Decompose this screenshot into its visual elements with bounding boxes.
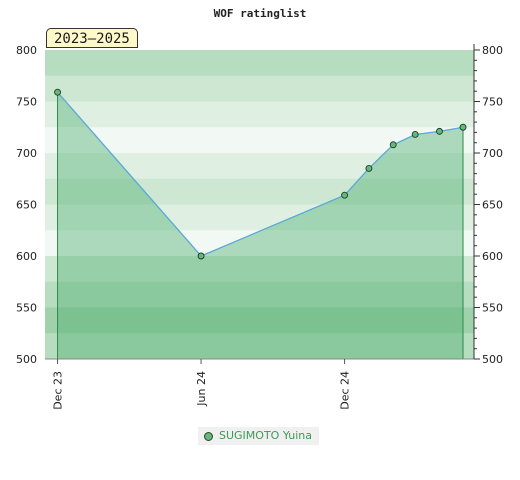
data-point <box>54 88 61 96</box>
x-tick-label: Dec 24 <box>339 371 352 410</box>
background-band <box>45 178 474 205</box>
y-tick-label-right: 600 <box>482 250 503 263</box>
background-band <box>45 307 474 334</box>
background-band <box>45 333 474 360</box>
series-area <box>57 91 464 359</box>
background-band <box>45 204 474 231</box>
background-band <box>45 256 474 283</box>
y-tick-label-right: 550 <box>482 302 503 315</box>
data-point <box>365 164 373 172</box>
background-band <box>45 230 474 257</box>
data-point <box>411 131 419 138</box>
chart-title: WOF ratinglist <box>214 7 307 20</box>
axes: 500 500 550 550 600 600 650 650 700 700 750 750 800 8… <box>16 44 503 410</box>
background-band <box>45 153 474 180</box>
series-markers <box>54 88 467 260</box>
y-tick-label-left: 600 <box>16 250 37 263</box>
background-band <box>45 50 474 77</box>
series-area-fill <box>57 92 464 359</box>
legend-marker-icon <box>204 431 213 441</box>
x-tick-label: Jun 24 <box>195 371 208 407</box>
y-tick-label-left: 750 <box>16 96 37 109</box>
y-tick-label-right: 500 <box>482 353 503 366</box>
series-line <box>57 91 464 257</box>
legend[interactable]: SUGIMOTO Yuina <box>198 427 320 445</box>
y-tick-label-left: 800 <box>16 44 37 57</box>
y-tick-label-left: 550 <box>16 302 37 315</box>
x-tick-label: Dec 23 <box>52 371 65 410</box>
legend-label: SUGIMOTO Yuina <box>219 429 313 442</box>
data-point <box>436 127 443 135</box>
period-badge: 2023–2025 <box>46 28 138 48</box>
y-tick-label-right: 700 <box>482 147 503 160</box>
y-tick-label-right: 750 <box>482 96 503 109</box>
background-band <box>45 101 474 128</box>
data-point <box>341 191 349 199</box>
data-point <box>389 141 397 149</box>
y-tick-label-left: 500 <box>16 353 37 366</box>
y-tick-label-right: 800 <box>482 44 503 57</box>
background-band <box>45 281 474 308</box>
data-point <box>197 252 205 260</box>
data-point <box>459 123 467 131</box>
y-tick-label-right: 650 <box>482 199 503 212</box>
background-bands <box>45 50 474 360</box>
background-band <box>45 75 474 102</box>
y-tick-label-left: 700 <box>16 147 37 160</box>
y-tick-label-left: 650 <box>16 199 37 212</box>
